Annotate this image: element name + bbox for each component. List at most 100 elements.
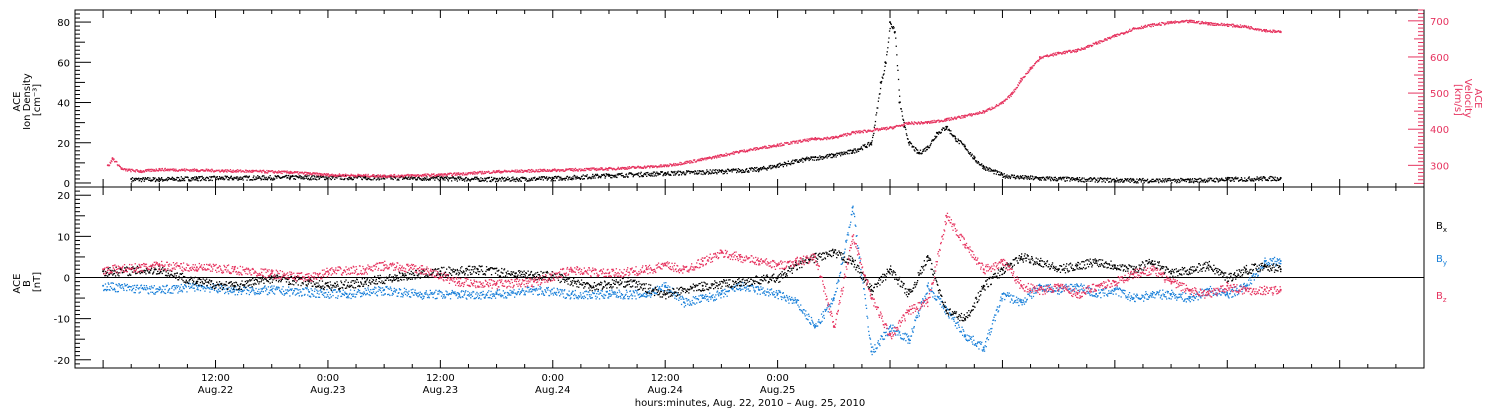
ion-density-point (464, 180, 466, 182)
ion-density-point (358, 175, 360, 177)
by-point (108, 283, 110, 285)
velocity-point (839, 135, 841, 138)
by-point (157, 290, 159, 293)
velocity-point (606, 169, 608, 171)
velocity-point (443, 174, 446, 176)
ion-density-point (366, 178, 368, 181)
ion-density-point (928, 146, 931, 149)
by-point (297, 289, 299, 291)
ion-density-point (871, 140, 873, 142)
ion-density-point (522, 176, 524, 179)
ion-density-point (1168, 179, 1170, 182)
velocity-point (761, 147, 763, 150)
velocity-point (589, 169, 591, 171)
velocity-point (513, 170, 515, 172)
ion-density-point (230, 176, 232, 178)
by-point (148, 287, 150, 290)
by-point (249, 287, 251, 289)
by-point (186, 291, 188, 293)
ion-density-point (745, 169, 747, 171)
ion-density-point (554, 180, 556, 182)
ion-density-point (170, 178, 172, 180)
velocity-point-sample (1001, 101, 1004, 104)
by-point (271, 290, 273, 293)
velocity-point (1190, 19, 1192, 21)
ion-density-point (439, 179, 441, 181)
ion-density-point (198, 177, 200, 179)
by-point (252, 287, 254, 289)
ion-density-point (673, 174, 675, 176)
velocity-point (476, 172, 478, 174)
ion-density-point (398, 177, 401, 179)
ion-density-point (205, 179, 207, 182)
ion-density-point (892, 27, 894, 30)
velocity-point (517, 171, 519, 173)
ion-density-point (984, 168, 986, 170)
ion-density-point (303, 178, 306, 180)
by-point (153, 285, 155, 287)
velocity-point (948, 119, 950, 122)
velocity-point-sample (1057, 51, 1060, 54)
ion-density-point (464, 178, 466, 180)
x-tick-date-label: Aug.23 (310, 385, 345, 396)
ion-density-point (603, 173, 605, 175)
ion-density-point (843, 151, 845, 153)
ion-density-point (448, 177, 450, 179)
ion-density-point (787, 160, 789, 162)
velocity-point (1112, 35, 1115, 37)
velocity-point (377, 174, 379, 176)
ion-density-point (704, 173, 706, 175)
velocity-point (525, 170, 527, 172)
velocity-point (319, 173, 321, 175)
velocity-point (826, 138, 828, 141)
ion-density-point (1013, 174, 1015, 176)
ion-density-point (135, 177, 137, 180)
ion-density-point (1071, 179, 1073, 181)
ion-density-point (915, 147, 917, 149)
top-left-tick-label: 0 (64, 179, 70, 190)
velocity-point (207, 168, 210, 171)
ion-density-point (195, 178, 197, 180)
ion-density-point (539, 176, 541, 178)
ion-density-point (908, 144, 910, 146)
velocity-point (183, 168, 185, 170)
ion-density-point (329, 178, 331, 180)
velocity-point (483, 171, 486, 173)
ion-density-point (183, 177, 185, 180)
velocity-point (278, 171, 280, 174)
velocity-point (259, 169, 261, 171)
by-point (193, 287, 195, 289)
velocity-point (720, 155, 722, 157)
by-point (292, 293, 294, 295)
ion-density-point (702, 170, 705, 172)
velocity-point-sample (739, 149, 742, 152)
ion-density-point (254, 178, 257, 180)
velocity-point (1086, 46, 1088, 48)
ion-density-point (864, 146, 866, 148)
ion-density-point (988, 170, 990, 172)
ion-density-point (1240, 177, 1243, 179)
ion-density-point (1032, 176, 1034, 178)
velocity-point (763, 146, 765, 149)
velocity-point (710, 158, 713, 160)
ion-density-point (1048, 177, 1050, 179)
ion-density-point (1257, 177, 1259, 179)
velocity-point (854, 133, 857, 135)
ion-density-point (883, 73, 885, 75)
ion-density-point (1025, 177, 1027, 179)
ion-density-point (194, 176, 196, 178)
velocity-point (707, 158, 709, 160)
velocity-point (969, 114, 971, 117)
velocity-point (208, 169, 210, 171)
velocity-point (598, 167, 600, 170)
ion-density-point (398, 179, 400, 181)
velocity-point (150, 168, 152, 170)
ion-density-point (1277, 178, 1279, 180)
velocity-point (1018, 81, 1020, 84)
ion-density-point-sample (1020, 175, 1023, 178)
ion-density-point (542, 179, 544, 181)
velocity-point (690, 162, 692, 164)
ion-density-point (861, 149, 864, 151)
velocity-point (523, 171, 525, 173)
ion-density-point (970, 155, 972, 157)
